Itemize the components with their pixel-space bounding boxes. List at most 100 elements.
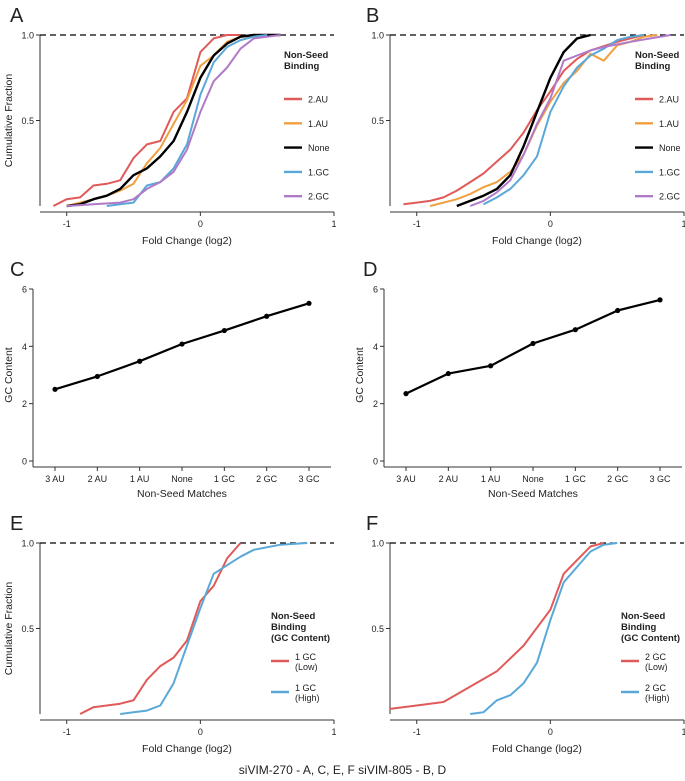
y-tick-label: 1.0 bbox=[21, 539, 34, 549]
series-line bbox=[429, 34, 658, 207]
legend-entry: 1 GC (High) bbox=[295, 683, 320, 703]
x-tick-label: 0 bbox=[548, 727, 553, 737]
legend-title: Non-Seed Binding bbox=[635, 50, 680, 72]
series-line bbox=[106, 34, 268, 207]
y-tick-label: 0.5 bbox=[21, 116, 34, 126]
panel-label: A bbox=[10, 5, 24, 27]
panel-label: B bbox=[366, 5, 379, 27]
series-line bbox=[470, 542, 618, 715]
x-tick-label: None bbox=[171, 474, 193, 484]
legend-entry: None bbox=[308, 143, 330, 153]
series-line bbox=[483, 34, 645, 206]
data-point bbox=[572, 327, 578, 333]
legend-entry: 1.GC bbox=[659, 167, 681, 177]
x-tick-label: 1 GC bbox=[214, 474, 236, 484]
series-line bbox=[120, 542, 308, 715]
data-point bbox=[52, 386, 58, 392]
panel-label: D bbox=[363, 259, 377, 281]
x-tick-label: -1 bbox=[413, 727, 421, 737]
y-tick-label: 1.0 bbox=[371, 31, 384, 41]
y-tick-label: 0.5 bbox=[21, 624, 34, 634]
data-point bbox=[179, 341, 185, 347]
x-tick-label: -1 bbox=[63, 219, 71, 229]
legend-entry: 2.GC bbox=[308, 192, 330, 202]
series-line bbox=[66, 33, 281, 208]
x-axis-label: Fold Change (log2) bbox=[142, 235, 232, 247]
y-tick-label: 2 bbox=[22, 399, 27, 409]
panel-f: F 0.5 1.0 -1 0 1 Fold Change (log2) Non-Seed Bin… bbox=[366, 513, 685, 755]
y-tick-label: 4 bbox=[22, 342, 27, 352]
data-point bbox=[221, 327, 227, 334]
y-tick-label: 1.0 bbox=[21, 31, 34, 41]
panel-label: F bbox=[366, 513, 378, 535]
y-tick-label: 0 bbox=[22, 457, 27, 467]
series-line bbox=[389, 542, 605, 710]
legend-title: Non-Seed Binding bbox=[284, 50, 329, 72]
panel-c: C 0 2 4 6 3 AU 2 AU 1 AU None 1 GC 2 GC 3 GC Non-See… bbox=[3, 259, 331, 500]
legend-entry: 2 GC (High) bbox=[645, 683, 670, 703]
x-tick-label: 0 bbox=[548, 219, 553, 229]
panel-d: D 0 2 4 6 3 AU 2 AU 1 AU None 1 GC 2 GC 3 GC Non-See… bbox=[354, 259, 682, 500]
x-tick-label: -1 bbox=[63, 727, 71, 737]
x-tick-label: 3 GC bbox=[298, 474, 320, 484]
x-tick-label: 2 AU bbox=[88, 474, 108, 484]
y-tick-label: 0 bbox=[373, 457, 378, 467]
data-point bbox=[657, 297, 663, 303]
data-point bbox=[488, 363, 494, 369]
legend-entry: 1.AU bbox=[659, 119, 679, 129]
x-tick-label: 1 AU bbox=[130, 474, 150, 484]
series-line bbox=[403, 34, 645, 206]
y-tick-label: 2 bbox=[373, 399, 378, 409]
x-tick-label: 0 bbox=[198, 727, 203, 737]
legend-entry: 1.GC bbox=[308, 167, 330, 177]
x-tick-label: 3 AU bbox=[396, 474, 416, 484]
x-tick-label: 1 bbox=[681, 219, 685, 229]
x-axis-label: Fold Change (log2) bbox=[492, 743, 582, 755]
series-line bbox=[456, 33, 591, 208]
x-axis-label: Non-Seed Matches bbox=[488, 488, 578, 500]
x-tick-label: 2 AU bbox=[439, 474, 459, 484]
figure-caption: siVIM-270 - A, C, E, F siVIM-805 - B, D bbox=[238, 763, 447, 777]
legend-entry: 2.AU bbox=[308, 95, 328, 105]
y-tick-label: 4 bbox=[373, 342, 378, 352]
panel-label: C bbox=[10, 259, 24, 281]
data-point bbox=[94, 373, 100, 380]
data-point bbox=[264, 313, 270, 319]
y-axis-label: GC Content bbox=[3, 347, 15, 403]
x-tick-label: 3 AU bbox=[45, 474, 65, 484]
data-point bbox=[306, 300, 312, 306]
x-axis-label: Fold Change (log2) bbox=[142, 743, 232, 755]
legend-title: Non-Seed Binding (GC Content) bbox=[621, 611, 680, 644]
panel-label: E bbox=[10, 513, 23, 535]
y-tick-label: 0.5 bbox=[371, 624, 384, 634]
x-tick-label: 1 AU bbox=[481, 474, 501, 484]
x-tick-label: 1 bbox=[331, 219, 336, 229]
x-axis-label: Fold Change (log2) bbox=[492, 235, 582, 247]
panel-b: B 0.5 1.0 -1 0 1 Fold Change (log2) Non-Seed Bin… bbox=[366, 5, 685, 247]
y-tick-label: 6 bbox=[373, 285, 378, 295]
legend-entry: 2.GC bbox=[659, 192, 681, 202]
y-axis-label: Cumulative Fraction bbox=[3, 582, 15, 676]
legend-title: Non-Seed Binding (GC Content) bbox=[271, 611, 330, 644]
x-tick-label: 1 bbox=[681, 727, 685, 737]
y-tick-label: 1.0 bbox=[371, 539, 384, 549]
series-line bbox=[79, 542, 242, 715]
data-point bbox=[403, 391, 409, 397]
legend-entry: 1 GC (Low) bbox=[295, 652, 318, 672]
legend-entry: 1.AU bbox=[308, 119, 328, 129]
series-line bbox=[66, 34, 281, 207]
y-axis-label: Cumulative Fraction bbox=[3, 74, 15, 168]
data-point bbox=[530, 340, 536, 347]
x-tick-label: 3 GC bbox=[649, 474, 671, 484]
y-tick-label: 0.5 bbox=[371, 116, 384, 126]
x-tick-label: 1 GC bbox=[565, 474, 587, 484]
x-tick-label: 0 bbox=[198, 219, 203, 229]
series-line bbox=[52, 34, 241, 207]
panel-e: E 0.5 1.0 -1 0 1 Fold Change (log2) Cumulative … bbox=[3, 513, 337, 755]
x-tick-label: None bbox=[522, 474, 544, 484]
y-tick-label: 6 bbox=[22, 285, 27, 295]
series-line bbox=[66, 34, 268, 207]
x-tick-label: 2 GC bbox=[256, 474, 278, 484]
data-point bbox=[615, 307, 621, 314]
x-axis-label: Non-Seed Matches bbox=[137, 488, 227, 500]
